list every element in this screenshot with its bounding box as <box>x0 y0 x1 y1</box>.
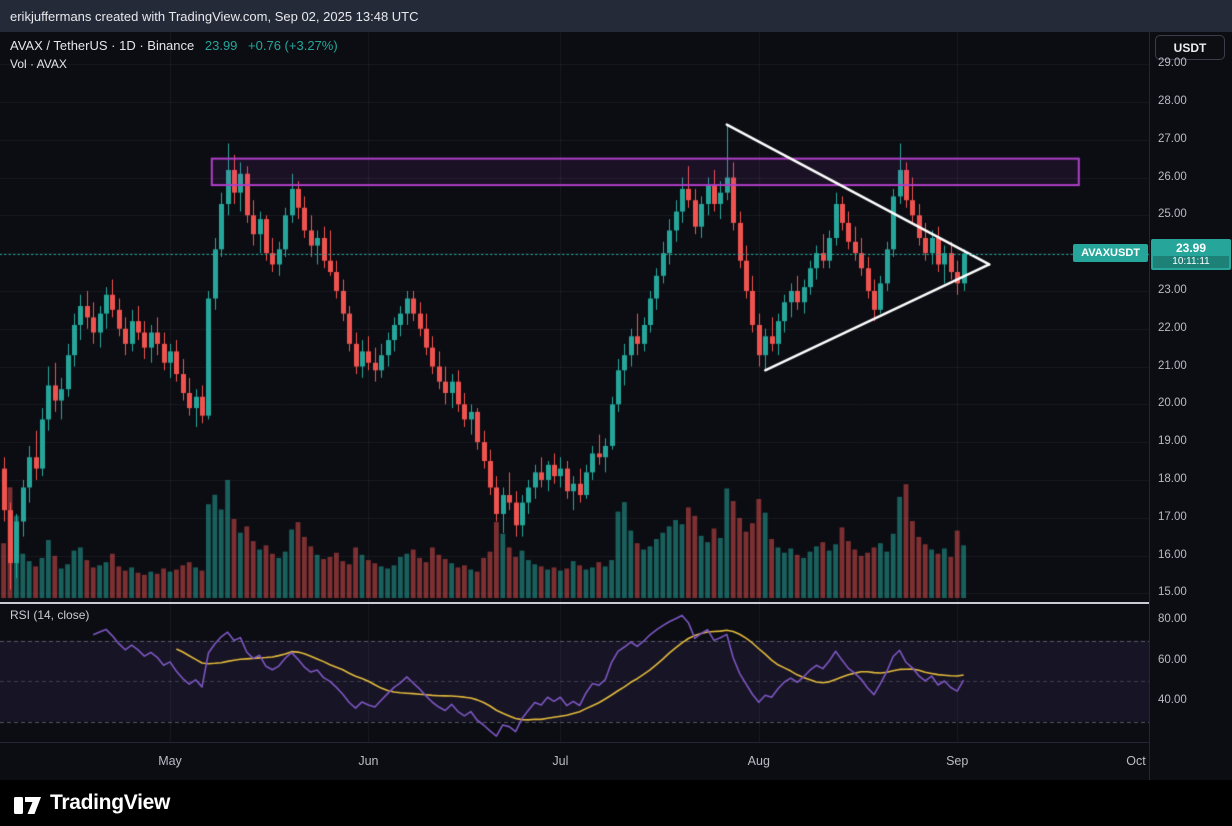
price-line-symbol-tag: AVAXUSDT <box>1073 243 1148 262</box>
price-axis-label: 28.00 <box>1158 94 1187 107</box>
time-axis-label: Oct <box>1126 754 1146 768</box>
tradingview-logo-icon <box>14 796 41 814</box>
rsi-axis-label: 80.00 <box>1158 613 1187 626</box>
attribution-text: erikjuffermans created with TradingView.… <box>10 8 419 24</box>
price-axis-label: 15.00 <box>1158 586 1187 599</box>
rsi-legend[interactable]: RSI (14, close) <box>10 608 90 622</box>
price-axis-label: 20.00 <box>1158 397 1187 410</box>
price-chart-canvas[interactable] <box>0 32 1150 602</box>
rsi-axis-label: 40.00 <box>1158 694 1187 707</box>
current-price-value: 23.99 <box>1175 240 1207 255</box>
price-axis-label: 25.00 <box>1158 208 1187 221</box>
chart-legend: AVAX / TetherUS · 1D · Binance 23.99 +0.… <box>10 38 338 71</box>
volume-legend[interactable]: Vol · AVAX <box>10 57 67 71</box>
symbol-title[interactable]: AVAX / TetherUS · 1D · Binance <box>10 38 195 53</box>
tradingview-logo[interactable]: TradingView <box>14 791 170 815</box>
time-axis-label: Sep <box>946 754 969 768</box>
time-axis-label: May <box>158 754 182 768</box>
time-axis[interactable]: May Jun Jul Aug Sep Oct <box>0 742 1232 781</box>
last-price: 23.99 <box>204 38 238 53</box>
price-axis-label: 23.00 <box>1158 283 1187 296</box>
chart-area: AVAX / TetherUS · 1D · Binance 23.99 +0.… <box>0 32 1232 780</box>
price-axis-label: 21.00 <box>1158 359 1187 372</box>
rsi-chart-canvas[interactable] <box>0 604 1150 742</box>
pane-divider[interactable] <box>0 602 1232 604</box>
attribution-bar: erikjuffermans created with TradingView.… <box>0 0 1232 32</box>
symbol-legend-row: AVAX / TetherUS · 1D · Binance 23.99 +0.… <box>10 38 338 53</box>
time-axis-label: Jul <box>552 754 569 768</box>
price-axis-label: 16.00 <box>1158 548 1187 561</box>
tradingview-logo-text: TradingView <box>50 791 171 814</box>
bottom-bar: TradingView <box>0 780 1232 826</box>
currency-toggle-button[interactable]: USDT <box>1155 35 1225 60</box>
rsi-axis-label: 60.00 <box>1158 653 1187 666</box>
price-axis-label: 26.00 <box>1158 170 1187 183</box>
price-axis-label: 18.00 <box>1158 472 1187 485</box>
price-axis-label: 27.00 <box>1158 132 1187 145</box>
time-axis-label: Jun <box>358 754 379 768</box>
price-axis[interactable]: USDT 29.0028.0027.0026.0025.0024.0023.00… <box>1149 32 1232 780</box>
price-axis-label: 17.00 <box>1158 510 1187 523</box>
price-change: +0.76 (+3.27%) <box>248 38 338 53</box>
price-axis-label: 19.00 <box>1158 435 1187 448</box>
time-axis-label: Aug <box>747 754 770 768</box>
price-axis-label: 29.00 <box>1158 57 1187 70</box>
bar-countdown: 10:11:11 <box>1153 255 1229 268</box>
current-price-label: 23.99 10:11:11 <box>1151 238 1231 270</box>
price-axis-label: 22.00 <box>1158 321 1187 334</box>
